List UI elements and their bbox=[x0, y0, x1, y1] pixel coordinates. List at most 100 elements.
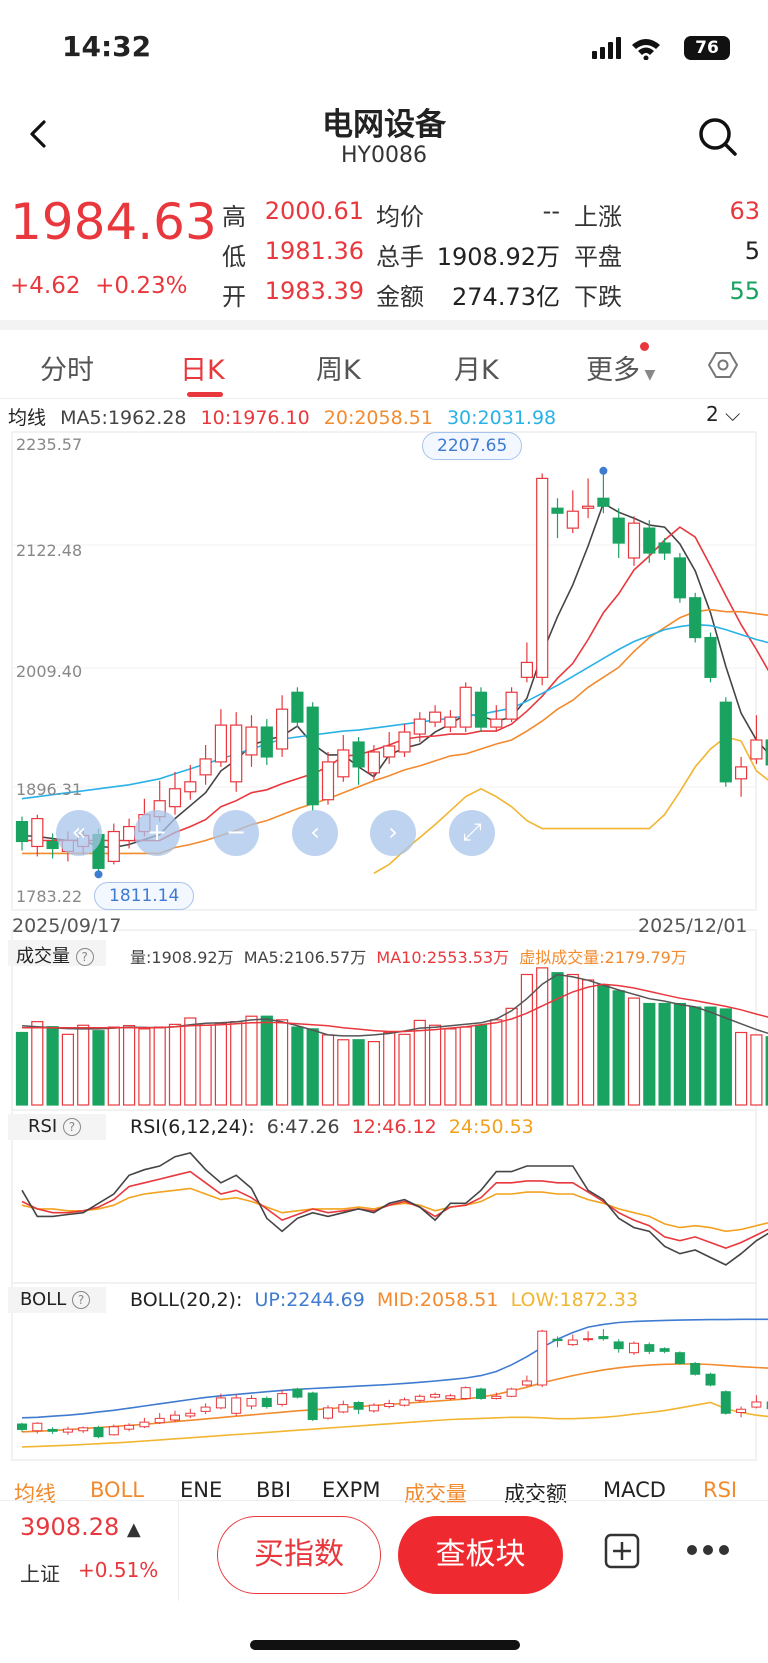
volume-bar bbox=[444, 1028, 457, 1106]
volume-bar bbox=[750, 1034, 763, 1106]
volume-bar bbox=[765, 1036, 768, 1106]
boll-candle-body bbox=[629, 1342, 639, 1354]
scroll-left-button[interactable]: ‹ bbox=[292, 810, 338, 856]
view-plate-button[interactable]: 查板块 bbox=[398, 1516, 563, 1594]
ind-tab-boll[interactable]: BOLL bbox=[90, 1478, 144, 1502]
ma-line bbox=[22, 526, 768, 842]
tab-weekly-k[interactable]: 周K bbox=[316, 355, 361, 386]
y-tick-label: 1783.22 bbox=[16, 887, 83, 906]
add-watchlist-icon[interactable] bbox=[604, 1533, 640, 1569]
volume-bar bbox=[490, 1019, 503, 1106]
change-value: +4.62 bbox=[10, 273, 81, 299]
ind-tab-ene[interactable]: ENE bbox=[180, 1478, 223, 1502]
sector-code: HY0086 bbox=[341, 143, 427, 168]
ma-line bbox=[21, 502, 768, 849]
quote-panel: 1984.63 +4.62 +0.23% 高 2000.61 低 1981.36… bbox=[0, 185, 768, 320]
tab-more[interactable]: 更多 ▼ bbox=[586, 348, 655, 387]
ind-tab-volume[interactable]: 成交量 bbox=[404, 1482, 467, 1506]
more-options-icon[interactable] bbox=[686, 1543, 730, 1557]
candle-body bbox=[750, 739, 763, 760]
ma10-value: 10:1976.10 bbox=[200, 407, 310, 429]
y-tick-label: 2235.57 bbox=[16, 435, 83, 454]
rsi-panel-title[interactable]: RSI ? bbox=[28, 1116, 81, 1137]
boll-candle-body bbox=[751, 1401, 762, 1408]
scroll-right-button[interactable]: › bbox=[370, 810, 416, 856]
kline-chart[interactable] bbox=[0, 425, 768, 1470]
boll-candle-body bbox=[307, 1392, 318, 1420]
boll-candle-body bbox=[476, 1388, 486, 1399]
ind-tab-ma[interactable]: 均线 bbox=[14, 1482, 56, 1506]
volume-bar bbox=[138, 1028, 151, 1106]
candle-body bbox=[612, 517, 625, 544]
boll-candle-body bbox=[62, 1428, 73, 1433]
boll-candle-body bbox=[613, 1341, 624, 1350]
boll-candle-body bbox=[720, 1391, 731, 1414]
volume-bar bbox=[46, 1026, 59, 1106]
low-price-tag: 1811.14 bbox=[94, 882, 195, 910]
ma-line bbox=[373, 736, 768, 874]
status-time: 14:32 bbox=[62, 30, 152, 63]
ind-tab-bbi[interactable]: BBI bbox=[256, 1478, 292, 1502]
settings-hex-icon[interactable] bbox=[708, 350, 738, 380]
boll-candle-body bbox=[139, 1421, 150, 1428]
candle-body bbox=[627, 522, 641, 559]
rsi-title-text: RSI bbox=[28, 1116, 58, 1137]
volume-bar bbox=[505, 1007, 518, 1106]
zoom-in-button[interactable]: + bbox=[134, 810, 180, 856]
ma-line bbox=[21, 623, 768, 800]
buy-index-button[interactable]: 买指数 bbox=[217, 1516, 381, 1594]
tab-monthly-k[interactable]: 月K bbox=[454, 355, 499, 386]
rsi6-value: 6:47.26 bbox=[266, 1116, 340, 1138]
volume-value: 量:1908.92万 bbox=[130, 948, 234, 967]
ma-set-value: 2 bbox=[706, 402, 719, 426]
candle-body bbox=[658, 542, 671, 554]
boll-candle-body bbox=[414, 1395, 425, 1401]
volume-bar bbox=[199, 1024, 212, 1106]
volume-bar bbox=[520, 973, 534, 1106]
amount-label: 金额 bbox=[376, 283, 424, 311]
zoom-out-button[interactable]: − bbox=[213, 810, 259, 856]
candle-body bbox=[367, 751, 380, 774]
volume-bar bbox=[214, 1022, 227, 1106]
ind-tab-expma[interactable]: EXPM bbox=[322, 1478, 381, 1502]
volume-bar bbox=[15, 1031, 29, 1106]
volume-bar bbox=[153, 1026, 166, 1106]
high-label: 高 bbox=[222, 203, 246, 231]
candle-body bbox=[581, 505, 595, 509]
battery-icon: 76 bbox=[684, 36, 730, 60]
search-icon[interactable] bbox=[696, 115, 740, 159]
boll-legend: BOLL(20,2): UP:2244.69 MID:2058.51 LOW:1… bbox=[130, 1289, 638, 1311]
volume-bar bbox=[321, 1034, 335, 1106]
volume-bar bbox=[566, 973, 579, 1106]
ma-set-selector[interactable]: 2 ⌵ bbox=[706, 402, 740, 426]
page-title: 电网设备 bbox=[322, 107, 446, 143]
boll-candle-body bbox=[690, 1362, 701, 1375]
candle-body bbox=[689, 597, 702, 639]
candle-body bbox=[536, 477, 549, 678]
boll-candle-body bbox=[200, 1406, 211, 1412]
fullscreen-button[interactable]: ⤢ bbox=[449, 810, 495, 856]
home-indicator bbox=[250, 1640, 520, 1650]
ind-tab-macd[interactable]: MACD bbox=[603, 1478, 666, 1502]
back-arrow-icon[interactable] bbox=[24, 119, 54, 149]
boll-candle-body bbox=[292, 1388, 303, 1398]
boll-panel-title[interactable]: BOLL ? bbox=[20, 1289, 90, 1310]
volume-panel-title[interactable]: 成交量 ? bbox=[16, 942, 94, 968]
ma-legend: 均线 MA5:1962.28 10:1976.10 20:2058.51 30:… bbox=[8, 403, 564, 430]
boll-candle-body bbox=[124, 1424, 135, 1430]
ind-tab-turnover[interactable]: 成交额 bbox=[504, 1482, 567, 1506]
volume-bar bbox=[77, 1024, 90, 1106]
boll-candle-body bbox=[261, 1397, 272, 1408]
expand-icon: ⤢ bbox=[462, 818, 482, 846]
boll-candle-body bbox=[368, 1404, 379, 1412]
index-ticker[interactable]: 3908.28 ▲ bbox=[20, 1513, 141, 1541]
scroll-fast-left-button[interactable]: « bbox=[56, 810, 102, 856]
ind-tab-rsi[interactable]: RSI bbox=[703, 1478, 738, 1502]
y-tick-label: 2122.48 bbox=[16, 541, 83, 560]
volume-legend: 量:1908.92万 MA5:2106.57万 MA10:2553.53万 虚拟… bbox=[130, 944, 687, 968]
volume-ma5: MA5:2106.57万 bbox=[243, 948, 367, 967]
volume-bar bbox=[383, 1031, 396, 1106]
rsi12-value: 12:46.12 bbox=[351, 1116, 437, 1138]
tab-intraday[interactable]: 分时 bbox=[40, 355, 94, 386]
tab-daily-k[interactable]: 日K bbox=[180, 355, 225, 386]
